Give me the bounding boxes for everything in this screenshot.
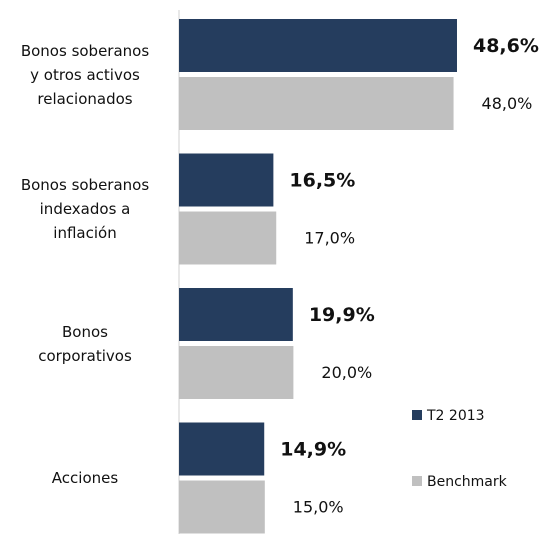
category-label: Acciones — [51, 469, 119, 487]
value-label: 14,9% — [280, 439, 346, 461]
legend-label: Benchmark — [427, 474, 508, 490]
legend-swatch — [412, 476, 422, 486]
value-label: 48,0% — [482, 94, 533, 113]
bar — [179, 77, 454, 130]
bar — [179, 19, 457, 72]
bar — [179, 480, 265, 534]
bar — [179, 153, 274, 207]
category-label: Bonos corporativos — [38, 322, 132, 365]
value-label: 19,9% — [309, 304, 375, 326]
legend-swatch — [412, 410, 422, 420]
category-label: Bonos soberanos indexados a inflación — [20, 176, 150, 242]
value-label: 15,0% — [293, 498, 344, 517]
value-label: 48,6% — [473, 35, 539, 57]
value-label: 16,5% — [289, 170, 355, 192]
bar — [179, 288, 293, 341]
legend-label: T2 2013 — [426, 408, 485, 424]
bar — [179, 211, 277, 265]
value-label: 17,0% — [304, 229, 355, 248]
bar — [179, 346, 294, 399]
value-label: 20,0% — [321, 363, 372, 382]
category-label: Bonos soberanos y otros activos relacion… — [20, 41, 150, 108]
bar — [179, 422, 265, 476]
